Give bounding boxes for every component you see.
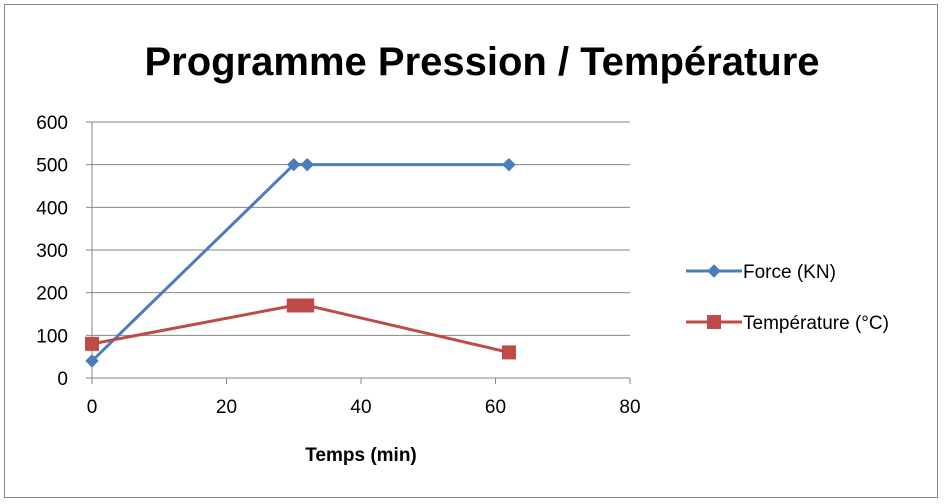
- series-0: [85, 157, 516, 368]
- gridlines: [92, 121, 630, 379]
- x-tick-label-2: 40: [350, 397, 371, 418]
- chart-frame: [4, 4, 938, 498]
- x-tick-label-3: 60: [485, 397, 506, 418]
- y-tick-label-4: 400: [36, 198, 68, 219]
- y-tick-label-6: 600: [36, 113, 68, 134]
- x-axis-label: Temps (min): [305, 445, 417, 466]
- series-1-point-0: [85, 336, 99, 351]
- y-tick-label-1: 100: [36, 326, 68, 347]
- series-0-point-0: [85, 354, 99, 368]
- x-tick-label-4: 80: [619, 397, 640, 418]
- x-tick-label-0: 0: [87, 397, 98, 418]
- y-tick-label-3: 300: [36, 241, 68, 262]
- series-0-point-3: [502, 157, 516, 172]
- y-tick-label-5: 500: [36, 156, 68, 177]
- x-tick-label-1: 20: [216, 397, 237, 418]
- chart-title: Programme Pression / Température: [144, 40, 819, 84]
- y-tick-label-2: 200: [36, 284, 68, 305]
- series-1-point-1: [286, 298, 301, 313]
- series: [85, 157, 516, 368]
- legend-marker-1: [707, 315, 721, 329]
- legend-item-1: Température (°C): [686, 313, 889, 334]
- legend-item-0: Force (KN): [686, 262, 836, 283]
- y-tick-label-0: 0: [57, 369, 68, 390]
- series-0-point-1: [287, 157, 301, 172]
- series-1: [85, 298, 516, 360]
- series-0-point-2: [300, 157, 314, 172]
- legend-label-0: Force (KN): [743, 262, 836, 283]
- series-line-1: [91, 303, 510, 354]
- legend: Force (KN) Température (°C): [686, 262, 889, 334]
- series-1-point-3: [501, 345, 516, 360]
- legend-label-1: Température (°C): [743, 313, 889, 334]
- series-line-0: [90, 163, 509, 363]
- axes: 0 100 200 300 400 500 600 0 20 40 60 80: [36, 113, 640, 418]
- series-1-point-2: [300, 298, 315, 313]
- legend-marker-0: [707, 264, 721, 278]
